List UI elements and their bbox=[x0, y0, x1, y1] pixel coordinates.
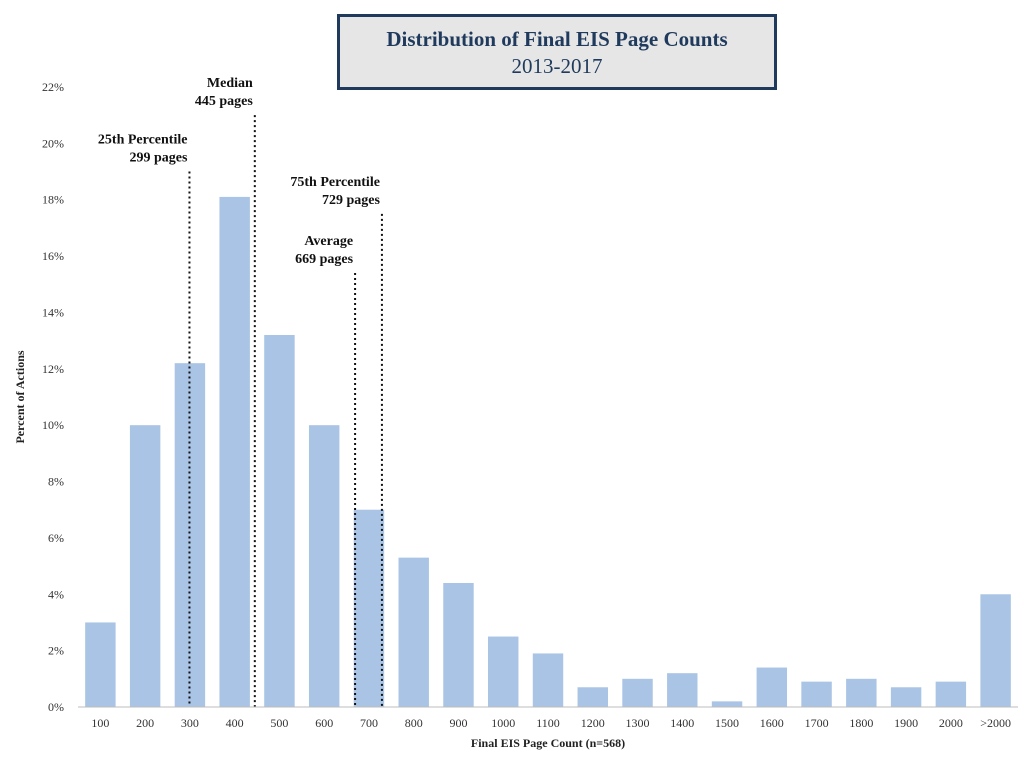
x-tick-label: 400 bbox=[226, 716, 244, 730]
bar bbox=[846, 678, 877, 707]
x-tick-label: 100 bbox=[91, 716, 109, 730]
x-tick-label: 900 bbox=[449, 716, 467, 730]
y-tick-label: 22% bbox=[42, 80, 64, 94]
x-tick-label: 2000 bbox=[939, 716, 963, 730]
annotation-layer: 25th Percentile 299 pages Median 445 pages A… bbox=[98, 76, 383, 707]
75th-percentile-value-label: 729 pages bbox=[322, 193, 381, 208]
bar bbox=[443, 583, 474, 707]
average-value-label: 669 pages bbox=[295, 252, 354, 267]
y-tick-label: 10% bbox=[42, 418, 64, 432]
bar bbox=[129, 425, 161, 707]
x-tick-label: 700 bbox=[360, 716, 378, 730]
average-label: Average bbox=[304, 234, 353, 249]
x-tick-label: 1700 bbox=[805, 716, 829, 730]
x-tick-label: >2000 bbox=[980, 716, 1011, 730]
chart-title-box: Distribution of Final EIS Page Counts 20… bbox=[337, 14, 777, 90]
y-tick-label: 16% bbox=[42, 249, 64, 263]
bar bbox=[756, 667, 788, 707]
y-tick-label: 0% bbox=[48, 700, 64, 714]
x-tick-label: 200 bbox=[136, 716, 154, 730]
chart-subtitle: 2013-2017 bbox=[511, 54, 603, 78]
x-tick-label: 300 bbox=[181, 716, 199, 730]
x-axis-title: Final EIS Page Count (n=568) bbox=[471, 736, 625, 750]
x-tick-label: 1200 bbox=[581, 716, 605, 730]
bar bbox=[532, 653, 564, 707]
y-tick-label: 14% bbox=[42, 305, 64, 319]
y-tick-label: 12% bbox=[42, 362, 64, 376]
x-tick-label: 1400 bbox=[670, 716, 694, 730]
median-label: Median bbox=[207, 76, 253, 91]
y-axis-ticks: 0% 2% 4% 6% 8% 10% 12% 14% 16% 18% 20% 22% bbox=[42, 80, 64, 714]
x-tick-label: 1800 bbox=[849, 716, 873, 730]
x-tick-label: 1600 bbox=[760, 716, 784, 730]
y-tick-label: 20% bbox=[42, 136, 64, 150]
bar bbox=[935, 681, 967, 707]
bar bbox=[488, 636, 519, 707]
25th-percentile-label: 25th Percentile bbox=[98, 133, 188, 148]
x-tick-label: 600 bbox=[315, 716, 333, 730]
median-value-label: 445 pages bbox=[195, 94, 254, 109]
y-tick-label: 2% bbox=[48, 644, 64, 658]
bar-series bbox=[85, 196, 1011, 707]
y-tick-label: 6% bbox=[48, 531, 64, 545]
bar bbox=[622, 678, 653, 707]
x-tick-label: 1000 bbox=[491, 716, 515, 730]
bar bbox=[264, 335, 295, 707]
x-tick-label: 1900 bbox=[894, 716, 918, 730]
bar bbox=[980, 594, 1011, 707]
x-tick-label: 1100 bbox=[536, 716, 560, 730]
x-tick-label: 800 bbox=[405, 716, 423, 730]
chart-title: Distribution of Final EIS Page Counts bbox=[386, 27, 728, 51]
75th-percentile-label: 75th Percentile bbox=[290, 175, 380, 190]
bar bbox=[219, 196, 250, 707]
y-tick-label: 18% bbox=[42, 193, 64, 207]
bar bbox=[577, 687, 608, 707]
bar bbox=[711, 701, 743, 707]
x-axis-ticks: 100 200 300 400 500 600 700 800 900 1000 1100 1200 1… bbox=[91, 716, 1011, 730]
bar bbox=[667, 673, 698, 707]
bar bbox=[801, 681, 832, 707]
x-tick-label: 1500 bbox=[715, 716, 739, 730]
bar bbox=[890, 687, 922, 707]
bar bbox=[85, 622, 116, 707]
bar bbox=[398, 557, 429, 707]
bar bbox=[353, 509, 385, 707]
bar bbox=[174, 363, 206, 707]
x-tick-label: 1300 bbox=[626, 716, 650, 730]
x-tick-label: 500 bbox=[270, 716, 288, 730]
y-tick-label: 4% bbox=[48, 587, 64, 601]
25th-percentile-value-label: 299 pages bbox=[130, 151, 189, 166]
bar bbox=[308, 425, 340, 707]
y-tick-label: 8% bbox=[48, 475, 64, 489]
y-axis-title: Percent of Actions bbox=[13, 350, 27, 443]
